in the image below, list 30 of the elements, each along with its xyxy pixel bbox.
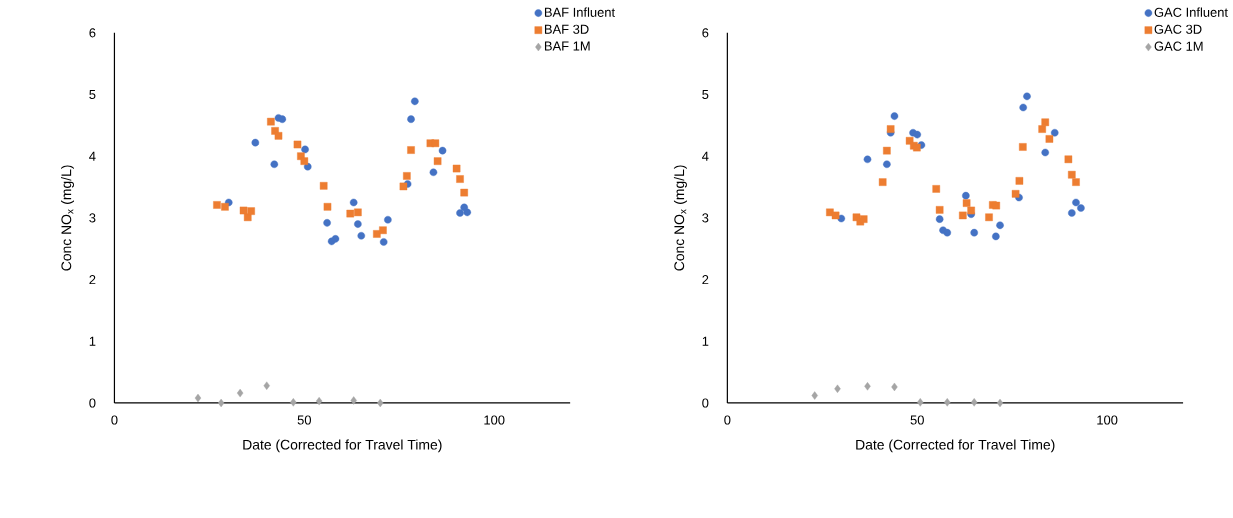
- y-tick-label: 1: [89, 336, 96, 346]
- y-tick-label: 1: [702, 336, 709, 346]
- y-tick-label: 2: [702, 274, 709, 284]
- y-axis-title: Conc NO$_{x}$ (mg/L): [673, 165, 687, 271]
- y-tick-label: 4: [702, 151, 709, 161]
- y-tick-label: 5: [89, 89, 96, 99]
- y-tick-label: 3: [89, 213, 96, 223]
- x-tick-label: 50: [297, 415, 312, 425]
- x-tick-label: 0: [724, 415, 731, 425]
- x-tick-label: 0: [111, 415, 118, 425]
- y-axis-title: Conc NO$_{x}$ (mg/L): [61, 165, 75, 271]
- x-axis-title: Date (Corrected for Travel Time): [856, 439, 1055, 453]
- legend-label: GAC Influent: [1154, 7, 1228, 17]
- y-tick-label: 4: [89, 151, 96, 161]
- x-tick-label: 50: [910, 415, 924, 425]
- x-tick-label: 100: [1097, 415, 1118, 425]
- y-tick-label: 0: [89, 398, 96, 408]
- legend-label: BAF 1M: [544, 41, 590, 51]
- y-tick-label: 6: [89, 28, 96, 38]
- legend-label: BAF 3D: [544, 24, 589, 34]
- y-tick-label: 2: [89, 274, 96, 284]
- legend-label: BAF Influent: [544, 7, 615, 17]
- y-tick-label: 5: [702, 89, 709, 99]
- y-tick-label: 3: [702, 213, 709, 223]
- y-tick-label: 6: [702, 28, 709, 38]
- legend-label: GAC 1M: [1154, 41, 1203, 51]
- x-axis-title: Date (Corrected for Travel Time): [243, 439, 442, 453]
- y-tick-label: 0: [702, 398, 709, 408]
- x-tick-label: 100: [484, 415, 505, 425]
- legend-label: GAC 3D: [1154, 24, 1202, 34]
